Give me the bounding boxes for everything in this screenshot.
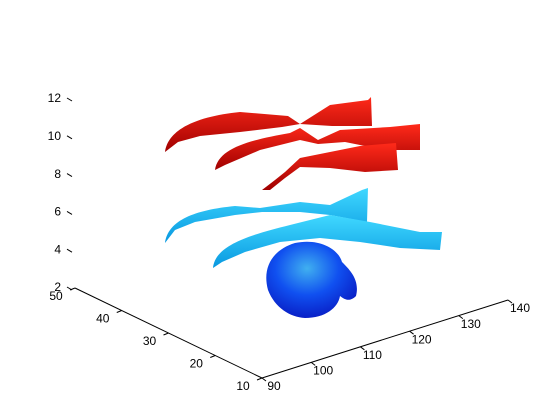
z-tick-label: 12 — [48, 91, 62, 105]
tube — [266, 241, 357, 318]
y-tick-label: 50 — [49, 289, 63, 303]
tube — [215, 124, 420, 170]
z-tick-label: 6 — [54, 205, 61, 219]
x-tick-label: 130 — [461, 317, 481, 331]
x-tick — [310, 361, 316, 366]
x-tick-label: 90 — [267, 379, 281, 393]
z-tick — [66, 97, 73, 102]
z-tick-label: 8 — [54, 167, 61, 181]
y-tick-label: 40 — [96, 312, 110, 326]
y-tick-label: 20 — [190, 357, 204, 371]
x-tick — [507, 299, 513, 304]
x-tick — [261, 377, 267, 382]
x-tick-label: 140 — [510, 301, 530, 315]
x-tick — [458, 315, 464, 320]
y-tick — [210, 355, 216, 358]
z-tick-label: 4 — [54, 242, 61, 256]
y-tick — [163, 332, 169, 336]
x-axis — [261, 299, 509, 379]
z-tick — [66, 248, 73, 253]
z-tick-label: 10 — [48, 129, 62, 143]
z-tick-label: 2 — [54, 280, 61, 294]
y-tick — [116, 310, 122, 313]
tubes — [165, 97, 442, 318]
y-tick — [256, 377, 263, 381]
tube — [165, 188, 368, 243]
x-tick — [360, 346, 365, 351]
x-tick-label: 120 — [412, 332, 432, 346]
x-tick-label: 110 — [363, 348, 382, 362]
z-tick — [66, 210, 73, 215]
tube — [165, 97, 372, 152]
z-tick — [66, 286, 73, 291]
z-tick — [66, 135, 73, 140]
tube — [213, 215, 442, 268]
tube — [262, 143, 398, 190]
y-tick-label: 30 — [143, 334, 157, 348]
z-tick — [66, 173, 73, 178]
x-tick — [409, 330, 414, 335]
x-tick-label: 100 — [313, 364, 333, 378]
y-tick-label: 10 — [236, 379, 250, 393]
